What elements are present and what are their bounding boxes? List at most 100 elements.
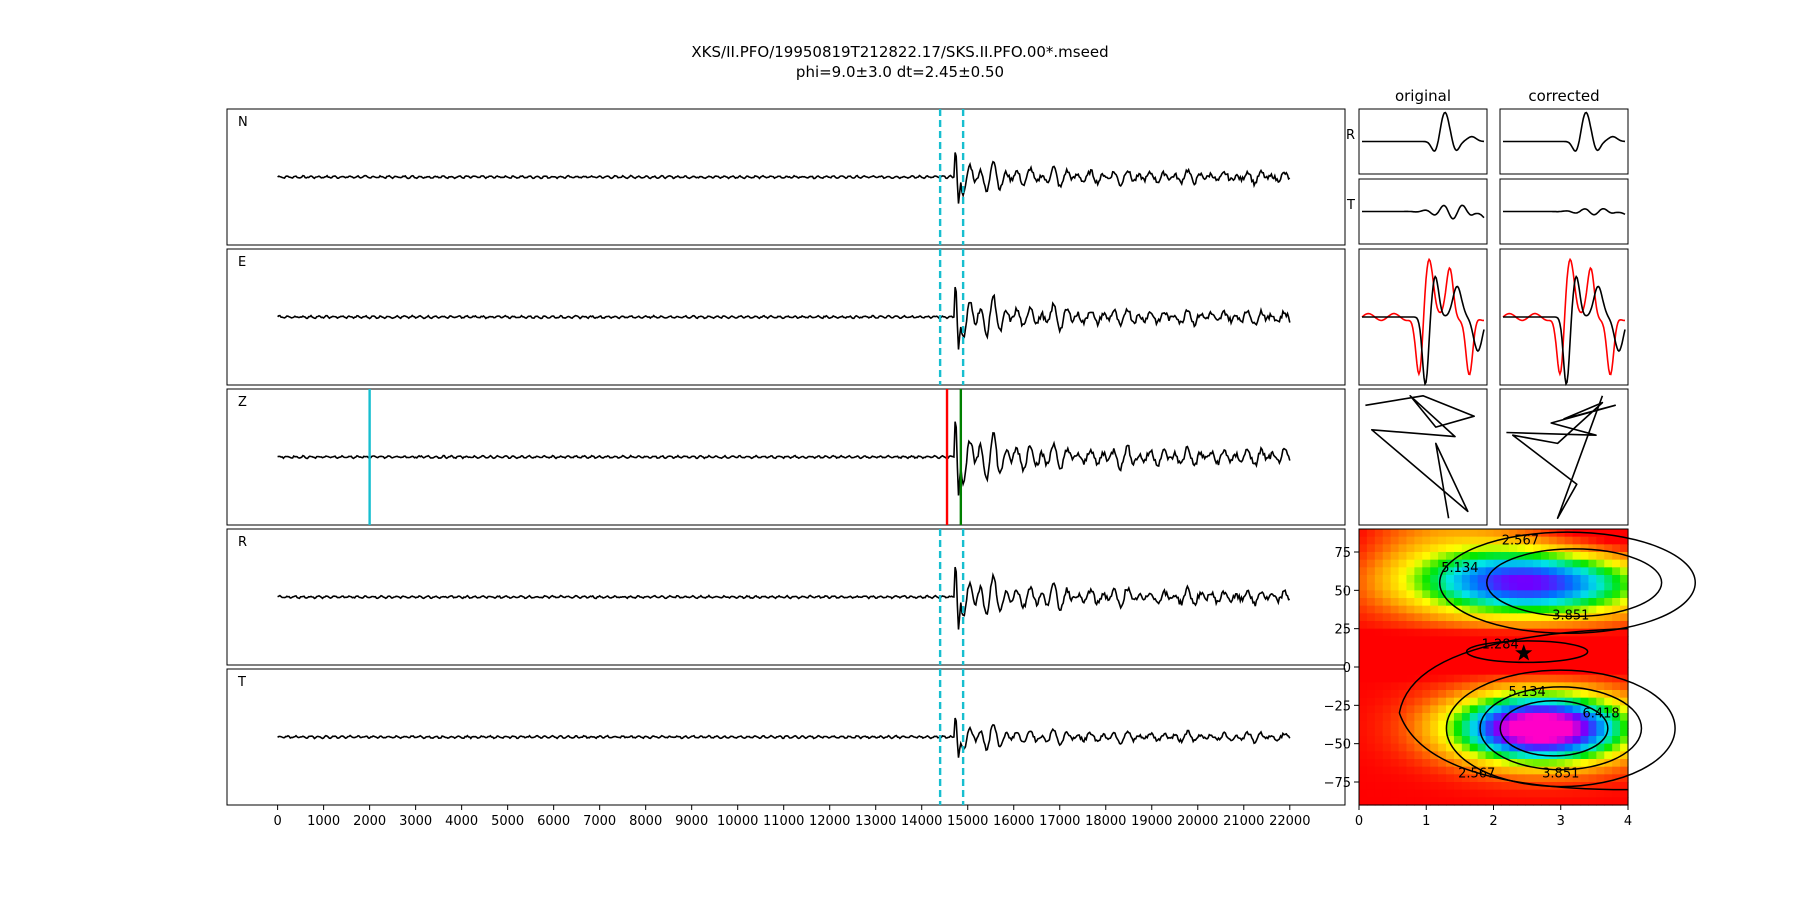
contour-label: 1.284: [1482, 638, 1519, 653]
heatmap-cell: [1540, 674, 1550, 683]
heatmap-cell: [1525, 644, 1534, 653]
heatmap-cell: [1501, 598, 1510, 607]
heatmap-cell: [1525, 544, 1534, 553]
heatmap-cell: [1501, 789, 1510, 798]
heatmap-cell: [1540, 759, 1550, 768]
heatmap-cell: [1612, 751, 1621, 760]
heatmap-cell: [1485, 598, 1495, 607]
heatmap-cell: [1366, 782, 1376, 791]
heatmap-cell: [1564, 766, 1574, 775]
heatmap-cell: [1588, 598, 1597, 607]
contour-label: 2.567: [1502, 533, 1539, 548]
heatmap-cell: [1572, 582, 1582, 591]
grid-search-panel: 2.567 5.134 3.851 1.284 5.134 6.418 2.567 3.851…: [1324, 528, 1696, 829]
heatmap-cell: [1438, 674, 1447, 683]
heatmap-cell: [1469, 575, 1479, 584]
heatmap-cell: [1509, 644, 1518, 653]
heatmap-cell: [1374, 590, 1384, 599]
heatmap-cell: [1446, 782, 1455, 791]
heatmap-cell: [1430, 636, 1439, 645]
heatmap-cell: [1556, 536, 1566, 545]
heatmap-cell: [1446, 636, 1455, 645]
heatmap-cell: [1366, 605, 1376, 614]
heatmap-cell: [1525, 690, 1534, 699]
heatmap-cell: [1398, 552, 1408, 561]
contour-label: 3.851: [1542, 766, 1579, 781]
heatmap-cell: [1525, 782, 1534, 791]
heatmap-cell: [1501, 659, 1510, 668]
heatmap-cell: [1446, 628, 1455, 637]
heatmap-cell: [1414, 705, 1423, 714]
heatmap-cell: [1485, 613, 1495, 622]
heatmap-cell: [1438, 628, 1447, 637]
heatmap-cell: [1620, 590, 1629, 599]
heatmap-cell: [1398, 613, 1408, 622]
heatmap-cell: [1596, 644, 1605, 653]
heatmap-cell: [1422, 636, 1431, 645]
heatmap-cell: [1406, 636, 1415, 645]
heatmap-cell: [1596, 789, 1605, 798]
heatmap-cell: [1414, 690, 1423, 699]
heatmap-cell: [1430, 797, 1439, 806]
heatmap-cell: [1359, 628, 1368, 637]
heatmap-cell: [1446, 552, 1455, 561]
heatmap-cell: [1596, 621, 1605, 630]
heatmap-cell: [1572, 636, 1582, 645]
heatmap-cell: [1596, 536, 1605, 545]
heatmap-cell: [1620, 782, 1629, 791]
heatmap-cell: [1620, 713, 1629, 722]
heatmap-cell: [1548, 605, 1558, 614]
heatmap-cell: [1564, 621, 1574, 630]
heatmap-cell: [1422, 690, 1431, 699]
heatmap-cell: [1469, 797, 1479, 806]
heatmap-cell: [1548, 705, 1558, 714]
heatmap-cell: [1620, 728, 1629, 737]
heatmap-cell: [1509, 782, 1518, 791]
heatmap-cell: [1430, 713, 1439, 722]
heatmap-cell: [1398, 590, 1408, 599]
heatmap-cell: [1430, 697, 1439, 706]
heatmap-cell: [1548, 743, 1558, 752]
heatmap-cell: [1366, 598, 1376, 607]
heatmap-cell: [1596, 736, 1605, 745]
heatmap-cell: [1533, 736, 1542, 745]
heatmap-cell: [1359, 567, 1368, 576]
heatmap-cell: [1509, 582, 1518, 591]
heatmap-cell: [1588, 559, 1597, 568]
heatmap-cell: [1556, 774, 1566, 783]
heatmap-cell: [1453, 636, 1463, 645]
heatmap-cell: [1612, 567, 1621, 576]
heatmap-cell: [1620, 659, 1629, 668]
heatmap-cell: [1477, 651, 1487, 660]
heatmap-cell: [1461, 782, 1471, 791]
heatmap-cell: [1517, 774, 1526, 783]
heatmap-cell: [1477, 621, 1487, 630]
heatmap-cell: [1493, 667, 1503, 676]
heatmap-cell: [1501, 567, 1510, 576]
heatmap-cell: [1359, 697, 1368, 706]
heatmap-cell: [1453, 690, 1463, 699]
heatmap-cell: [1453, 659, 1463, 668]
heatmap-cell: [1430, 751, 1439, 760]
heatmap-cell: [1588, 644, 1597, 653]
heatmap-cell: [1525, 774, 1534, 783]
heatmap-cell: [1580, 575, 1590, 584]
heatmap-cell: [1620, 743, 1629, 752]
heatmap-cell: [1604, 636, 1613, 645]
contour-label: 3.851: [1552, 608, 1589, 623]
heatmap-cell: [1398, 605, 1408, 614]
heatmap-cell: [1596, 667, 1605, 676]
heatmap-cell: [1469, 552, 1479, 561]
heatmap-cell: [1517, 536, 1526, 545]
heatmap-cell: [1596, 598, 1605, 607]
heatmap-cell: [1525, 536, 1534, 545]
heatmap-cell: [1453, 797, 1463, 806]
heatmap-cell: [1517, 736, 1526, 745]
waveform-frame: [1358, 248, 1488, 386]
heatmap-cell: [1588, 697, 1597, 706]
heatmap-cell: [1382, 621, 1392, 630]
heatmap-cell: [1430, 651, 1439, 660]
heatmap-cell: [1517, 613, 1526, 622]
heatmap-cell: [1446, 751, 1455, 760]
heatmap-cell: [1446, 536, 1455, 545]
